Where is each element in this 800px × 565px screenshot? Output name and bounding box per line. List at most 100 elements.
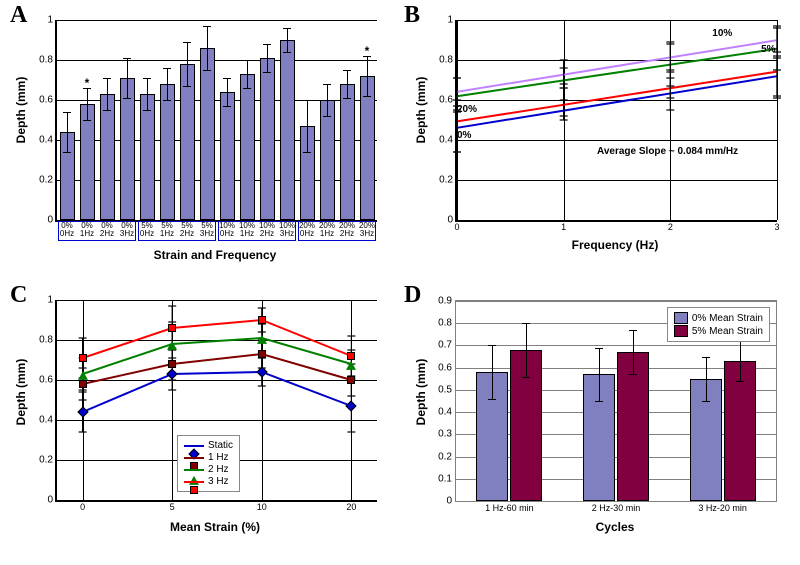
panel-a: A Depth (mm) 00.20.40.60.810%0Hz0%1Hz0%2… — [0, 0, 400, 282]
marker — [258, 316, 266, 324]
panel-d-ylabel: Depth (mm) — [414, 312, 428, 472]
legend: 0% Mean Strain 5% Mean Strain — [667, 307, 770, 342]
panel-d-xlabel: Cycles — [455, 520, 775, 534]
panel-c-label: C — [10, 282, 27, 309]
ytick-label: 0.4 — [439, 135, 457, 146]
series-label: 10% — [712, 28, 732, 39]
legend-label: 0% Mean Strain — [692, 313, 763, 324]
bar — [100, 94, 115, 220]
ytick-label: 0.3 — [438, 429, 456, 440]
ytick-label: 0.5 — [438, 384, 456, 395]
ytick-label: 0 — [47, 495, 57, 506]
marker — [258, 350, 266, 358]
bar — [220, 92, 235, 220]
figure: A Depth (mm) 00.20.40.60.810%0Hz0%1Hz0%2… — [0, 0, 800, 565]
ytick-label: 0.7 — [438, 340, 456, 351]
ytick-label: 0.6 — [39, 375, 57, 386]
ytick-label: 0.6 — [438, 362, 456, 373]
marker — [168, 324, 176, 332]
bar — [140, 94, 155, 220]
xtick-label: 10 — [257, 500, 267, 512]
ytick-label: 0.8 — [438, 318, 456, 329]
panel-c-ylabel: Depth (mm) — [14, 312, 28, 472]
ytick-label: 0.8 — [39, 335, 57, 346]
ytick-label: 0 — [446, 496, 456, 507]
bar — [360, 76, 375, 220]
category-group-box — [138, 221, 216, 241]
legend-label: 3 Hz — [208, 476, 229, 487]
panel-b-plot: 00.20.40.60.8101230%20%5%10%Average Slop… — [455, 20, 777, 222]
panel-c-plot: 00.20.40.60.81051020Static1 Hz2 Hz3 Hz — [55, 300, 377, 502]
bar — [80, 104, 95, 220]
significance-star: * — [85, 76, 90, 90]
xtick-label: 20 — [346, 500, 356, 512]
ytick-label: 0.1 — [438, 473, 456, 484]
panel-b-xlabel: Frequency (Hz) — [455, 238, 775, 252]
bar — [160, 84, 175, 220]
bar — [200, 48, 215, 220]
bar — [320, 100, 335, 220]
marker — [346, 361, 356, 370]
ytick-label: 0.2 — [438, 451, 456, 462]
ytick-label: 0.4 — [39, 415, 57, 426]
panel-b-ylabel: Depth (mm) — [414, 30, 428, 190]
ytick-label: 0.4 — [39, 135, 57, 146]
bar — [120, 78, 135, 220]
xtick-label: 1 Hz-60 min — [485, 501, 534, 513]
xtick-label: 5 — [170, 500, 175, 512]
legend-label: 5% Mean Strain — [692, 326, 763, 337]
marker — [79, 354, 87, 362]
marker — [347, 352, 355, 360]
series-label: 0% — [457, 130, 471, 141]
marker — [257, 335, 267, 344]
bar — [260, 58, 275, 220]
ytick-label: 1 — [447, 15, 457, 26]
xtick-label: 0 — [454, 220, 459, 232]
ytick-label: 0.2 — [39, 455, 57, 466]
ytick-label: 0.2 — [39, 175, 57, 186]
panel-d-plot: 00.10.20.30.40.50.60.70.80.91 Hz-60 min2… — [455, 300, 777, 502]
ytick-label: 0.4 — [438, 407, 456, 418]
slope-annotation: Average Slope ~ 0.084 mm/Hz — [597, 146, 738, 157]
category-group-box — [298, 221, 376, 241]
significance-star: * — [365, 44, 370, 58]
panel-c: C Depth (mm) 00.20.40.60.81051020Static1… — [0, 282, 400, 565]
legend-label: 2 Hz — [208, 464, 229, 475]
xtick-label: 3 Hz-20 min — [698, 501, 747, 513]
legend-label: 1 Hz — [208, 452, 229, 463]
bar — [340, 84, 355, 220]
panel-c-xlabel: Mean Strain (%) — [55, 520, 375, 534]
legend-label: Static — [208, 440, 233, 451]
ytick-label: 0.8 — [439, 55, 457, 66]
ytick-label: 0.8 — [39, 55, 57, 66]
panel-a-plot: 00.20.40.60.810%0Hz0%1Hz0%2Hz0%3Hz5%0Hz5… — [55, 20, 377, 222]
ytick-label: 1 — [47, 295, 57, 306]
panel-a-xlabel: Strain and Frequency — [55, 248, 375, 262]
marker — [79, 380, 87, 388]
panel-a-label: A — [10, 2, 27, 29]
panel-b: B Depth (mm) 00.20.40.60.8101230%20%5%10… — [400, 0, 800, 282]
xtick-label: 2 — [668, 220, 673, 232]
bar — [724, 361, 756, 501]
category-group-box — [218, 221, 296, 241]
xtick-label: 2 Hz-30 min — [592, 501, 641, 513]
series-label: 20% — [457, 104, 477, 115]
ytick-label: 0.2 — [439, 175, 457, 186]
bar — [240, 74, 255, 220]
panel-b-label: B — [404, 2, 420, 29]
category-group-box — [58, 221, 136, 241]
ytick-label: 1 — [47, 15, 57, 26]
marker — [78, 371, 88, 380]
ytick-label: 0.9 — [438, 296, 456, 307]
marker — [168, 360, 176, 368]
bar — [280, 40, 295, 220]
bar — [180, 64, 195, 220]
legend: Static1 Hz2 Hz3 Hz — [177, 435, 240, 492]
xtick-label: 0 — [80, 500, 85, 512]
series-label: 5% — [761, 44, 775, 55]
panel-d-label: D — [404, 282, 421, 309]
marker — [347, 376, 355, 384]
xtick-label: 3 — [774, 220, 779, 232]
panel-d: D Depth (mm) 00.10.20.30.40.50.60.70.80.… — [400, 282, 800, 565]
marker — [167, 341, 177, 350]
